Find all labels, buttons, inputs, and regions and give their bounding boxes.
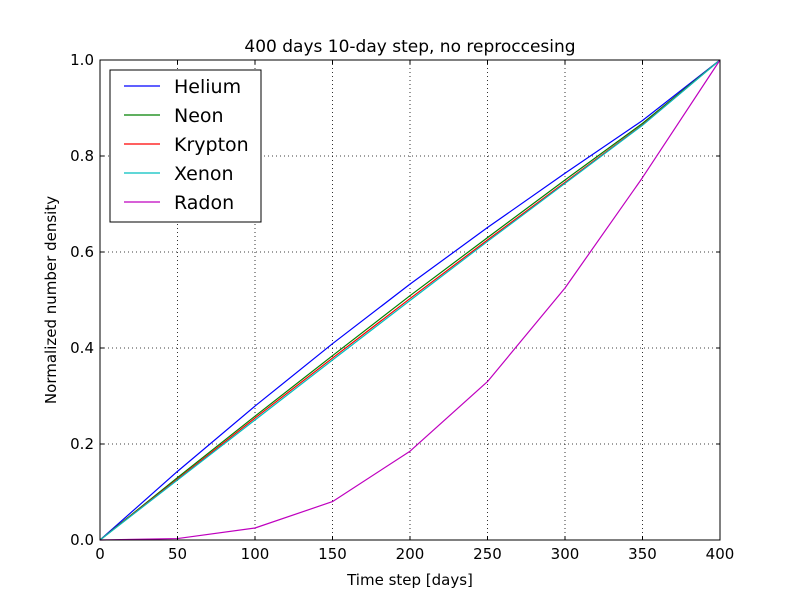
chart-title: 400 days 10-day step, no reproccesing [244, 37, 575, 57]
x-tick-label: 250 [473, 545, 502, 563]
x-tick-label: 50 [168, 545, 187, 563]
x-axis-label: Time step [days] [346, 571, 473, 589]
x-tick-label: 150 [318, 545, 347, 563]
legend-label: Neon [174, 105, 224, 127]
legend-label: Radon [174, 192, 234, 214]
y-tick-label: 0.4 [70, 339, 94, 357]
legend-label: Helium [174, 76, 241, 98]
series-line-radon [99, 59, 721, 541]
y-tick-label: 1.0 [70, 51, 94, 69]
legend: Helium Neon Krypton Xenon Radon [109, 69, 262, 223]
x-tick-label: 400 [706, 545, 735, 563]
series-line-xenon [99, 59, 721, 541]
series-line-helium [99, 59, 721, 541]
x-tick-label: 200 [396, 545, 425, 563]
series-lines [99, 59, 721, 541]
y-axis-label: Normalized number density [42, 196, 60, 404]
series-line-neon [99, 59, 721, 541]
y-tick-label: 0.0 [70, 531, 94, 549]
y-tick-label: 0.6 [70, 243, 94, 261]
legend-label: Xenon [174, 163, 234, 185]
y-tick-label: 0.2 [70, 435, 94, 453]
x-tick-label: 100 [241, 545, 270, 563]
y-tick-label: 0.8 [70, 147, 94, 165]
axis-ticks: 0 50 100 150 200 250 300 350 400 0.0 0.2 0.4 0.6 0.8 1… [70, 51, 734, 563]
legend-box [109, 69, 262, 223]
x-tick-label: 350 [628, 545, 657, 563]
x-tick-label: 300 [551, 545, 580, 563]
x-tick-label: 0 [95, 545, 105, 563]
legend-label: Krypton [174, 134, 249, 156]
